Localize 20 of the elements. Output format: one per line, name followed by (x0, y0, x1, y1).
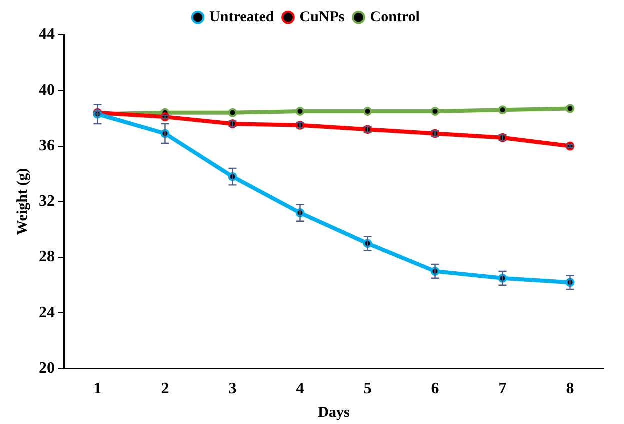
y-axis-title: Weight (g) (14, 168, 31, 236)
x-tick-label: 7 (498, 380, 507, 398)
y-tick-label: 28 (39, 248, 55, 266)
x-tick-label: 1 (94, 380, 102, 398)
x-tick-label: 2 (161, 380, 170, 398)
y-tick-label: 20 (39, 360, 55, 377)
x-tick-label: 8 (566, 380, 574, 398)
y-tick-label: 40 (39, 82, 55, 99)
y-tick-label: 32 (39, 193, 55, 210)
x-tick-label: 6 (431, 380, 440, 398)
legend-label: CuNPs (300, 9, 345, 26)
y-tick-label: 36 (39, 137, 55, 154)
y-tick-label: 24 (39, 304, 55, 322)
x-tick-label: 3 (228, 380, 237, 398)
legend-label: Untreated (210, 9, 275, 26)
x-axis-title: Days (318, 404, 350, 421)
y-tick-label: 44 (39, 26, 55, 44)
legend-label: Control (370, 9, 420, 26)
x-tick-label: 4 (296, 380, 304, 398)
x-tick-label: 5 (364, 380, 372, 398)
